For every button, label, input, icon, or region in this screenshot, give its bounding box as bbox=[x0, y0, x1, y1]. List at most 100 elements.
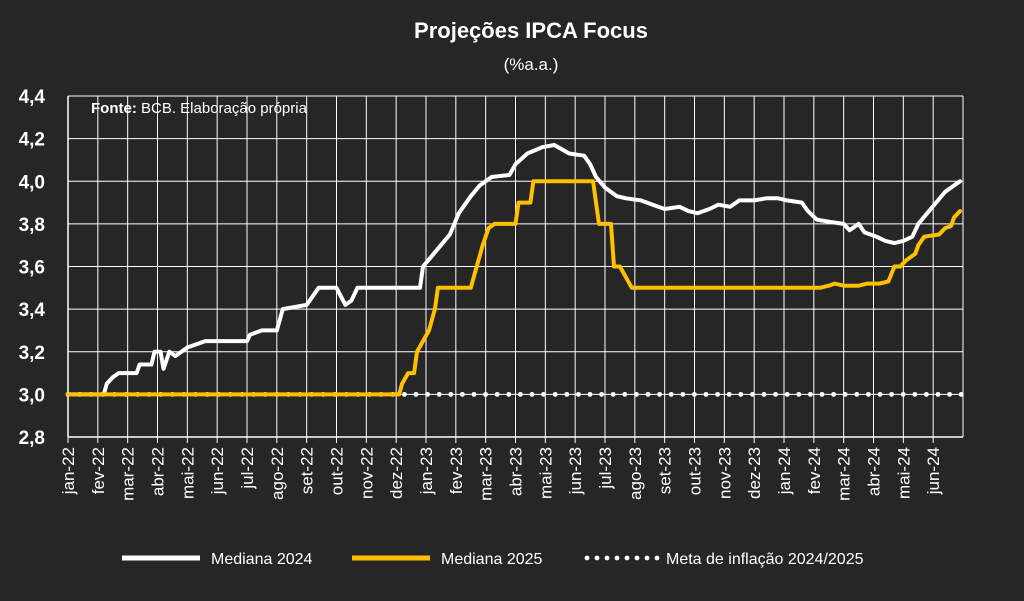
x-axis-ticks: jan-22 fev-22 mar-22 abr-22 mai-22 jun-22 jul-… bbox=[59, 437, 943, 501]
target-dot bbox=[436, 391, 442, 397]
x-tick-label: set-22 bbox=[298, 447, 317, 494]
legend-swatch-dot bbox=[584, 555, 590, 561]
y-tick-label: 3,0 bbox=[19, 385, 45, 406]
chart-title: Projeções IPCA Focus bbox=[414, 18, 648, 43]
target-dot bbox=[471, 391, 477, 397]
target-dot bbox=[576, 391, 581, 397]
target-dot bbox=[657, 391, 662, 397]
legend-swatch-dot bbox=[604, 555, 610, 561]
target-dot bbox=[587, 391, 593, 397]
target-dot bbox=[761, 391, 767, 397]
x-tick-label: ago-23 bbox=[626, 447, 645, 500]
target-dot bbox=[866, 391, 871, 397]
y-tick-label: 4,2 bbox=[19, 130, 45, 151]
legend: Mediana 2024 Mediana 2025 Meta de inflação… bbox=[122, 551, 864, 568]
x-tick-label: set-23 bbox=[656, 447, 675, 494]
x-tick-label: jan-22 bbox=[59, 447, 78, 495]
x-tick-label: out-23 bbox=[686, 447, 705, 495]
x-tick-label: nov-23 bbox=[715, 447, 734, 499]
legend-swatch-dot bbox=[624, 555, 630, 561]
target-dot bbox=[634, 391, 639, 397]
target-dot bbox=[425, 391, 430, 397]
series-mediana-2024 bbox=[66, 143, 962, 397]
target-dot bbox=[715, 391, 720, 397]
legend-item: Mediana 2025 bbox=[352, 551, 543, 568]
x-tick-label: mar-24 bbox=[835, 447, 854, 501]
x-tick-label: jul-23 bbox=[596, 447, 615, 490]
target-dot bbox=[784, 391, 790, 397]
target-dot bbox=[796, 391, 802, 397]
series-mediana-2025 bbox=[66, 179, 962, 397]
x-tick-label: mar-23 bbox=[477, 447, 496, 501]
legend-label: Meta de inflação 2024/2025 bbox=[666, 551, 864, 568]
source-note: Fonte: BCB. Elaboração própria bbox=[91, 100, 308, 117]
legend-swatch-dot bbox=[644, 555, 650, 561]
x-tick-label: jan-24 bbox=[775, 447, 794, 495]
target-dot bbox=[773, 391, 778, 397]
target-dot bbox=[924, 391, 929, 397]
x-tick-label: mai-22 bbox=[178, 447, 197, 499]
y-tick-label: 3,6 bbox=[19, 258, 45, 279]
target-dot bbox=[448, 391, 454, 397]
x-tick-label: fev-22 bbox=[89, 447, 108, 494]
x-tick-label: jun-24 bbox=[924, 447, 943, 495]
target-dot bbox=[889, 391, 894, 397]
target-dot bbox=[518, 391, 523, 397]
x-tick-label: mar-22 bbox=[119, 447, 138, 501]
target-dot bbox=[912, 391, 918, 397]
target-dot bbox=[947, 391, 952, 397]
x-tick-label: jan-23 bbox=[417, 447, 436, 495]
target-dot bbox=[750, 391, 755, 397]
series-lines bbox=[65, 143, 964, 397]
legend-item: Meta de inflação 2024/2025 bbox=[584, 551, 864, 568]
legend-swatch-dot bbox=[614, 555, 620, 561]
x-tick-label: fev-24 bbox=[805, 447, 824, 494]
x-tick-label: jul-22 bbox=[238, 447, 257, 490]
y-tick-label: 4,0 bbox=[19, 172, 45, 193]
y-axis-ticks: 2,8 3,0 3,2 3,4 3,6 3,8 4,0 4,2 4,4 bbox=[19, 87, 46, 449]
grid bbox=[67, 95, 964, 438]
x-tick-label: jun-22 bbox=[208, 447, 227, 495]
target-dot bbox=[552, 391, 558, 397]
x-tick-label: jun-23 bbox=[566, 447, 585, 495]
legend-item: Mediana 2024 bbox=[122, 551, 313, 568]
target-dot bbox=[692, 391, 697, 397]
target-dot bbox=[808, 391, 813, 397]
target-dot bbox=[958, 391, 964, 397]
legend-swatch-dot bbox=[594, 555, 600, 561]
target-dot bbox=[645, 391, 651, 397]
target-dot bbox=[900, 391, 906, 397]
source-label: Fonte: bbox=[91, 100, 137, 117]
legend-label: Mediana 2025 bbox=[441, 551, 543, 568]
y-tick-label: 3,4 bbox=[19, 300, 46, 321]
target-dot bbox=[831, 391, 836, 397]
target-dot bbox=[935, 391, 941, 397]
source-text: BCB. Elaboração própria bbox=[137, 100, 308, 117]
target-dot bbox=[529, 391, 535, 397]
target-dot bbox=[483, 391, 488, 397]
target-dot bbox=[680, 391, 686, 397]
target-dot bbox=[460, 391, 465, 397]
y-tick-label: 4,4 bbox=[19, 87, 46, 108]
x-tick-label: mai-24 bbox=[894, 447, 913, 499]
target-dot bbox=[842, 391, 848, 397]
target-dot bbox=[506, 391, 512, 397]
y-tick-label: 3,2 bbox=[19, 343, 45, 364]
legend-swatch-dot bbox=[634, 555, 640, 561]
target-dot bbox=[413, 391, 419, 397]
target-dot bbox=[738, 391, 744, 397]
target-dot bbox=[541, 391, 546, 397]
y-tick-label: 2,8 bbox=[19, 428, 45, 449]
target-dot bbox=[703, 391, 709, 397]
target-dot bbox=[610, 391, 616, 397]
target-dot bbox=[599, 391, 604, 397]
x-tick-label: abr-23 bbox=[507, 447, 526, 496]
x-tick-label: abr-24 bbox=[865, 447, 884, 496]
legend-label: Mediana 2024 bbox=[211, 551, 313, 568]
y-tick-label: 3,8 bbox=[19, 215, 45, 236]
target-dot bbox=[854, 391, 860, 397]
x-tick-label: fev-23 bbox=[447, 447, 466, 494]
target-dot bbox=[564, 391, 570, 397]
target-dot bbox=[494, 391, 500, 397]
